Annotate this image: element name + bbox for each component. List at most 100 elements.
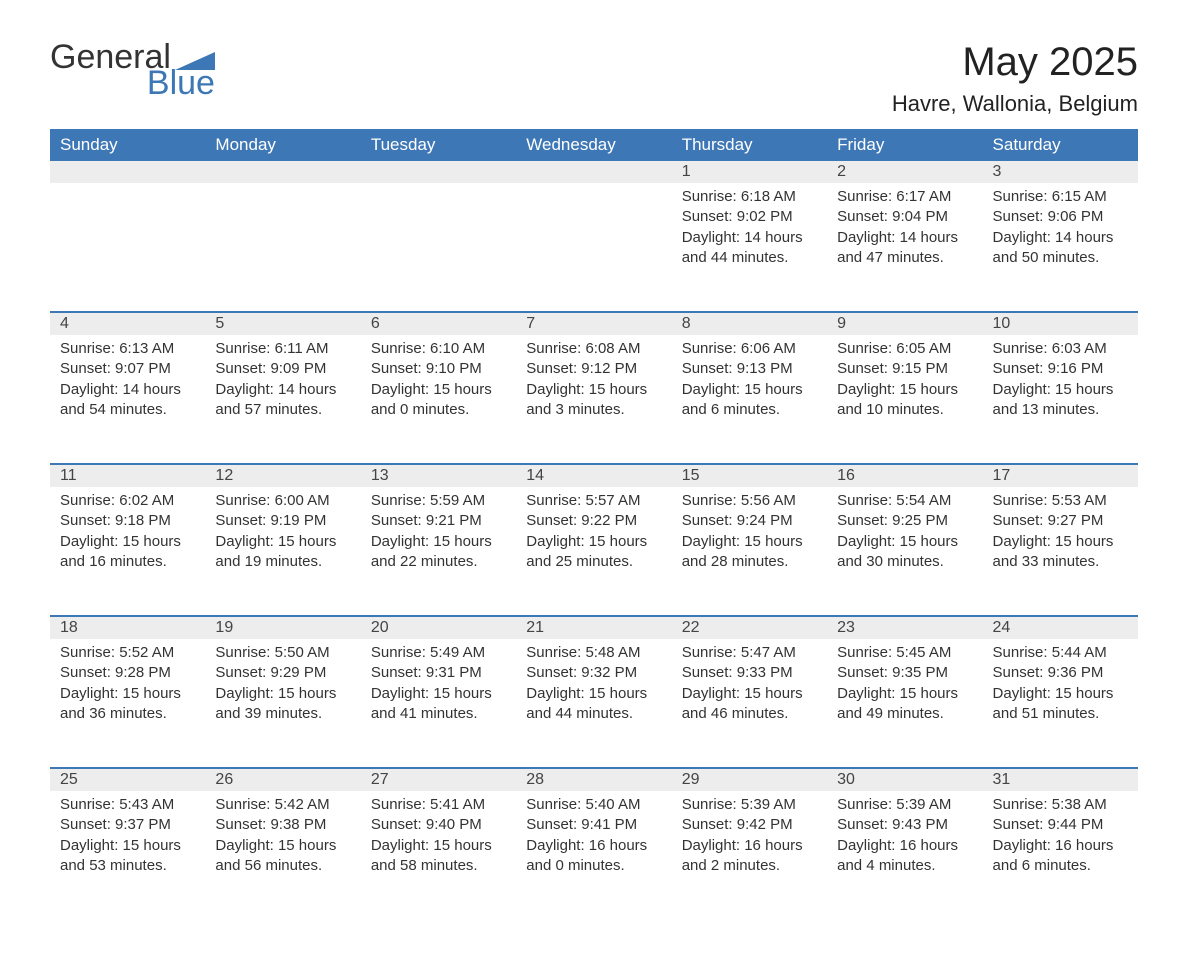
daylight-line: Daylight: 16 hours and 0 minutes.	[526, 837, 647, 874]
sunset-line: Sunset: 9:29 PM	[215, 664, 326, 681]
sunset-line: Sunset: 9:38 PM	[215, 816, 326, 833]
day-number: 8	[672, 311, 827, 335]
day-cell	[361, 183, 516, 311]
calendar-table: SundayMondayTuesdayWednesdayThursdayFrid…	[50, 129, 1138, 919]
sunrise-line: Sunrise: 6:00 AM	[215, 492, 329, 509]
sunset-line: Sunset: 9:37 PM	[60, 816, 171, 833]
sunrise-line: Sunrise: 6:17 AM	[837, 188, 951, 205]
sunset-line: Sunset: 9:44 PM	[993, 816, 1104, 833]
sunrise-line: Sunrise: 5:40 AM	[526, 796, 640, 813]
sunrise-line: Sunrise: 5:38 AM	[993, 796, 1107, 813]
day-cell: Sunrise: 5:38 AM Sunset: 9:44 PM Daylight:…	[983, 791, 1138, 919]
day-number: 18	[50, 615, 205, 639]
daylight-line: Daylight: 15 hours and 16 minutes.	[60, 533, 181, 570]
daylight-line: Daylight: 15 hours and 0 minutes.	[371, 381, 492, 418]
day-number: 13	[361, 463, 516, 487]
weekday-header: Saturday	[983, 129, 1138, 161]
sunrise-line: Sunrise: 5:41 AM	[371, 796, 485, 813]
daylight-line: Daylight: 14 hours and 50 minutes.	[993, 229, 1114, 266]
day-number	[361, 161, 516, 183]
day-number: 24	[983, 615, 1138, 639]
sunset-line: Sunset: 9:32 PM	[526, 664, 637, 681]
sunset-line: Sunset: 9:27 PM	[993, 512, 1104, 529]
day-cell: Sunrise: 6:11 AMSunset: 9:09 PMDaylight:…	[205, 335, 360, 463]
sunrise-line: Sunrise: 5:48 AM	[526, 644, 640, 661]
sunrise-line: Sunrise: 5:39 AM	[682, 796, 796, 813]
sunrise-line: Sunrise: 5:49 AM	[371, 644, 485, 661]
daylight-line: Daylight: 15 hours and 6 minutes.	[682, 381, 803, 418]
daylight-line: Daylight: 15 hours and 49 minutes.	[837, 685, 958, 722]
daylight-line: Daylight: 15 hours and 44 minutes.	[526, 685, 647, 722]
sunrise-line: Sunrise: 6:11 AM	[215, 340, 328, 357]
day-number: 15	[672, 463, 827, 487]
daylight-line: Daylight: 16 hours and 6 minutes.	[993, 837, 1114, 874]
day-cell: Sunrise: 5:39 AMSunset: 9:42 PMDaylight:…	[672, 791, 827, 919]
day-cell: Sunrise: 6:17 AMSunset: 9:04 PMDaylight:…	[827, 183, 982, 311]
daylight-line: Daylight: 15 hours and 28 minutes.	[682, 533, 803, 570]
daylight-line: Daylight: 16 hours and 2 minutes.	[682, 837, 803, 874]
sunrise-line: Sunrise: 5:39 AM	[837, 796, 951, 813]
daylight-line: Daylight: 15 hours and 3 minutes.	[526, 381, 647, 418]
daylight-line: Daylight: 14 hours and 57 minutes.	[215, 381, 336, 418]
weekday-header: Friday	[827, 129, 982, 161]
sunrise-line: Sunrise: 6:13 AM	[60, 340, 174, 357]
daylight-line: Daylight: 15 hours and 13 minutes.	[993, 381, 1114, 418]
logo-text-blue: Blue	[147, 66, 215, 100]
sunrise-line: Sunrise: 5:54 AM	[837, 492, 951, 509]
day-cell	[50, 183, 205, 311]
daylight-line: Daylight: 15 hours and 25 minutes.	[526, 533, 647, 570]
sunset-line: Sunset: 9:13 PM	[682, 360, 793, 377]
day-number: 10	[983, 311, 1138, 335]
day-cell: Sunrise: 6:00 AM Sunset: 9:19 PM Daylight:…	[205, 487, 360, 615]
sunset-line: Sunset: 9:21 PM	[371, 512, 482, 529]
day-number: 20	[361, 615, 516, 639]
day-cell: Sunrise: 5:48 AM Sunset: 9:32 PM Daylight:…	[516, 639, 671, 767]
sunset-line: Sunset: 9:10 PM	[371, 360, 482, 377]
weekday-header: Wednesday	[516, 129, 671, 161]
day-number: 21	[516, 615, 671, 639]
day-number: 29	[672, 767, 827, 791]
day-cell: Sunrise: 6:13 AMSunset: 9:07 PMDaylight:…	[50, 335, 205, 463]
sunrise-line: Sunrise: 5:42 AM	[215, 796, 329, 813]
day-number: 25	[50, 767, 205, 791]
day-cell	[516, 183, 671, 311]
sunset-line: Sunset: 9:02 PM	[682, 208, 793, 225]
sunset-line: Sunset: 9:12 PM	[526, 360, 637, 377]
weekday-header: Thursday	[672, 129, 827, 161]
day-number: 30	[827, 767, 982, 791]
sunset-line: Sunset: 9:25 PM	[837, 512, 948, 529]
day-cell: Sunrise: 5:53 AMSunset: 9:27 PMDaylight:…	[983, 487, 1138, 615]
sunset-line: Sunset: 9:31 PM	[371, 664, 482, 681]
day-cell: Sunrise: 6:18 AMSunset: 9:02 PMDaylight:…	[672, 183, 827, 311]
daylight-line: Daylight: 15 hours and 19 minutes.	[215, 533, 336, 570]
daylight-line: Daylight: 14 hours and 44 minutes.	[682, 229, 803, 266]
sunset-line: Sunset: 9:18 PM	[60, 512, 171, 529]
day-number: 26	[205, 767, 360, 791]
daylight-line: Daylight: 14 hours and 54 minutes.	[60, 381, 181, 418]
sunrise-line: Sunrise: 5:56 AM	[682, 492, 796, 509]
day-cell: Sunrise: 5:41 AMSunset: 9:40 PMDaylight:…	[361, 791, 516, 919]
day-cell: Sunrise: 5:57 AMSunset: 9:22 PMDaylight:…	[516, 487, 671, 615]
daylight-line: Daylight: 15 hours and 53 minutes.	[60, 837, 181, 874]
day-number: 19	[205, 615, 360, 639]
day-cell: Sunrise: 5:39 AMSunset: 9:43 PMDaylight:…	[827, 791, 982, 919]
day-cell: Sunrise: 6:10 AMSunset: 9:10 PMDaylight:…	[361, 335, 516, 463]
day-cell: Sunrise: 5:43 AMSunset: 9:37 PMDaylight:…	[50, 791, 205, 919]
day-number	[205, 161, 360, 183]
day-number: 16	[827, 463, 982, 487]
sunset-line: Sunset: 9:24 PM	[682, 512, 793, 529]
sunset-line: Sunset: 9:33 PM	[682, 664, 793, 681]
header: General Blue May 2025 Havre, Wallonia, B…	[50, 40, 1138, 117]
day-number: 27	[361, 767, 516, 791]
sunset-line: Sunset: 9:19 PM	[215, 512, 326, 529]
day-number: 14	[516, 463, 671, 487]
daylight-line: Daylight: 16 hours and 4 minutes.	[837, 837, 958, 874]
sunset-line: Sunset: 9:41 PM	[526, 816, 637, 833]
sunset-line: Sunset: 9:16 PM	[993, 360, 1104, 377]
sunset-line: Sunset: 9:04 PM	[837, 208, 948, 225]
day-cell: Sunrise: 5:45 AMSunset: 9:35 PMDaylight:…	[827, 639, 982, 767]
day-cell: Sunrise: 5:47 AMSunset: 9:33 PMDaylight:…	[672, 639, 827, 767]
logo: General Blue	[50, 40, 215, 100]
day-number: 5	[205, 311, 360, 335]
daylight-line: Daylight: 15 hours and 39 minutes.	[215, 685, 336, 722]
